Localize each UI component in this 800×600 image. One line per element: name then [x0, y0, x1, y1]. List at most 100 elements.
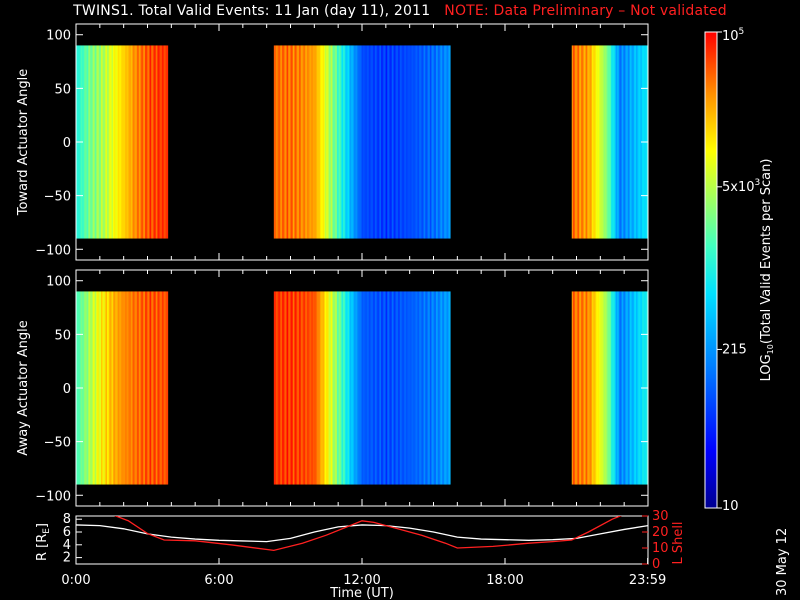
toward-heatmap-column — [600, 45, 602, 239]
away-heatmap-column — [632, 291, 635, 485]
away-heatmap-column — [389, 291, 391, 485]
away-heatmap-column — [108, 291, 110, 485]
toward-heatmap-column — [314, 45, 316, 239]
away-heatmap-column — [311, 291, 314, 485]
away-heatmap-column — [135, 291, 138, 485]
toward-heatmap-column — [126, 45, 128, 239]
toward-heatmap-column — [446, 45, 449, 239]
toward-heatmap-column — [301, 45, 303, 239]
toward-heatmap-column — [631, 45, 633, 239]
toward-heatmap-column — [369, 45, 371, 239]
toward-heatmap-column — [372, 45, 375, 239]
toward-heatmap-column — [279, 45, 282, 239]
away-heatmap-column — [618, 291, 620, 485]
away-heatmap-column — [356, 291, 358, 485]
away-heatmap-column — [434, 291, 437, 485]
toward-heatmap-column — [624, 45, 626, 239]
away-heatmap-column — [387, 291, 389, 485]
away-heatmap-column — [634, 291, 637, 485]
away-heatmap-column — [323, 291, 326, 485]
toward-heatmap-column — [371, 45, 374, 239]
toward-heatmap-column — [390, 45, 393, 239]
away-heatmap-column — [608, 291, 611, 485]
toward-heatmap-column — [104, 45, 107, 239]
away-heatmap-column — [354, 291, 357, 485]
away-heatmap-column — [90, 291, 92, 485]
toward-heatmap-column — [582, 45, 585, 239]
away-heatmap-column — [333, 291, 335, 485]
away-heatmap-column — [158, 291, 160, 485]
colorbar-label-post: (Total Valid Events per Scan) — [759, 159, 774, 345]
toward-heatmap-column — [425, 45, 427, 239]
toward-heatmap-column — [291, 45, 294, 239]
toward-heatmap-column — [601, 45, 604, 239]
away-heatmap-column — [322, 291, 325, 485]
away-heatmap-column — [143, 291, 146, 485]
toward-heatmap-column — [406, 45, 408, 239]
away-heatmap-column — [583, 291, 586, 485]
away-heatmap-column — [348, 291, 351, 485]
away-y-ticks: 100 50 0 −50 −100 — [35, 275, 648, 504]
toward-heatmap-column — [295, 45, 297, 239]
away-heatmap-column — [444, 291, 446, 485]
toward-heatmap-column — [309, 45, 312, 239]
toward-heatmap-column — [412, 45, 414, 239]
away-heatmap-column — [99, 291, 102, 485]
toward-heatmap-column — [595, 45, 598, 239]
toward-heatmap-column — [142, 45, 145, 239]
toward-heatmap-column — [313, 45, 315, 239]
away-heatmap-column — [639, 291, 642, 485]
away-heatmap-column — [315, 291, 318, 485]
toward-heatmap-column — [323, 45, 326, 239]
toward-heatmap-column — [130, 45, 133, 239]
toward-heatmap-column — [99, 45, 102, 239]
toward-heatmap-column — [428, 45, 431, 239]
toward-heatmap-column — [114, 45, 116, 239]
toward-heatmap-column — [127, 45, 129, 239]
away-heatmap-column — [418, 291, 420, 485]
toward-heatmap-column — [615, 45, 618, 239]
toward-heatmap-column — [134, 45, 136, 239]
toward-heatmap-column — [137, 45, 140, 239]
toward-heatmap-column — [332, 45, 334, 239]
toward-heatmap-column — [161, 45, 164, 239]
away-heatmap-column — [112, 291, 115, 485]
toward-heatmap-column — [398, 45, 401, 239]
toward-heatmap-column — [613, 45, 616, 239]
toward-heatmap-column — [297, 45, 300, 239]
toward-heatmap-column — [339, 45, 341, 239]
away-heatmap-column — [296, 291, 299, 485]
toward-heatmap-column — [419, 45, 421, 239]
side-date: 30 May 12 — [775, 528, 790, 596]
away-heatmap-column — [154, 291, 157, 485]
toward-heatmap-column — [84, 45, 86, 239]
away-heatmap-column — [147, 291, 150, 485]
toward-heatmap-column — [605, 45, 607, 239]
toward-heatmap-column — [637, 45, 639, 239]
toward-heatmap-column — [348, 45, 351, 239]
toward-heatmap-column — [117, 45, 120, 239]
away-heatmap-column — [129, 291, 132, 485]
orbit-y2-tick-label: 0 — [652, 557, 660, 572]
away-heatmap-column — [120, 291, 122, 485]
toward-heatmap-column — [377, 45, 380, 239]
toward-heatmap-column — [427, 45, 430, 239]
toward-heatmap-column — [333, 45, 335, 239]
colorbar-label-pre: LOG — [759, 354, 774, 381]
away-heatmap-column — [133, 291, 135, 485]
away-heatmap-column — [439, 291, 442, 485]
away-heatmap-column — [305, 291, 308, 485]
toward-heatmap-column — [162, 45, 165, 239]
toward-heatmap-column — [603, 45, 606, 239]
away-heatmap-column — [607, 291, 610, 485]
away-heatmap-column — [289, 291, 291, 485]
away-heatmap-column — [394, 291, 396, 485]
away-heatmap-column — [398, 291, 401, 485]
toward-heatmap-column — [356, 45, 358, 239]
away-heatmap-column — [638, 291, 641, 485]
x-tick-label: 12:00 — [343, 573, 380, 588]
away-heatmap-column — [313, 291, 315, 485]
toward-heatmap-column — [396, 45, 399, 239]
toward-heatmap-column — [632, 45, 635, 239]
